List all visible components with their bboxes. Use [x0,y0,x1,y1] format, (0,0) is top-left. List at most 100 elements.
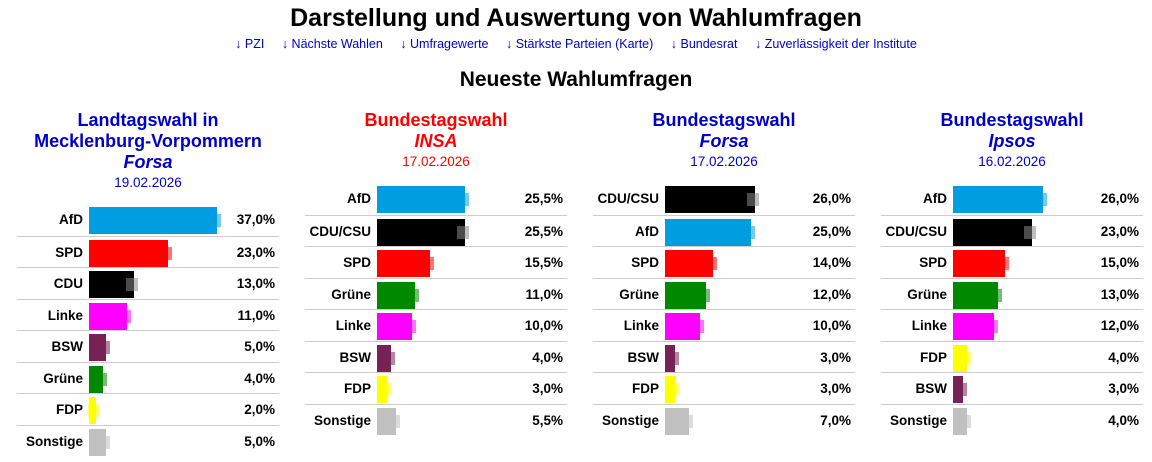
previous-value-marker [98,436,111,449]
previous-value-marker [667,383,680,396]
party-label: Linke [47,308,83,323]
bar-sonstige [89,429,107,456]
previous-value-marker [387,415,400,428]
previous-value-marker [208,214,221,227]
party-label: AfD [923,191,947,206]
previous-value-marker [379,383,392,396]
party-label: FDP [920,350,947,365]
party-label: SPD [343,255,371,270]
party-label: Grüne [619,287,659,302]
party-label: CDU/CSU [309,224,371,239]
previous-value-marker [98,341,111,354]
poll-row: BSW 5,0% [17,330,279,362]
poll-institute: Forsa [123,152,173,172]
bar-cdu-csu [953,219,1033,246]
bar-afd [377,186,465,213]
section-title: Neueste Wahlumfragen [459,68,693,91]
party-label: BSW [51,339,84,354]
party-label: Grüne [907,287,947,302]
value-label: 5,0% [244,434,275,449]
poll-row: AfD 25,0% [593,215,855,247]
value-label: 10,0% [524,318,563,333]
value-label: 5,5% [532,413,563,428]
party-label: Linke [335,318,371,333]
value-label: 23,0% [1100,224,1139,239]
previous-value-marker [160,247,173,260]
poll-row: Sonstige 5,0% [17,425,279,457]
poll-panel: Bundestagswahl Forsa 17.02.2026 CDU/CSU 26,0… [593,110,855,435]
bar-cdu-csu [665,186,755,213]
party-label: SPD [55,245,83,260]
anchor-nav: ↓ PZI ↓ Nächste Wahlen ↓ Umfragewerte ↓ … [0,37,1152,51]
poll-row: Grüne 12,0% [593,278,855,310]
poll-date: 19.02.2026 [114,175,182,190]
value-label: 23,0% [236,245,275,260]
previous-value-marker [1024,226,1037,239]
poll-row: FDP 3,0% [593,372,855,404]
poll-heading: Bundestagswahl [364,110,508,130]
value-label: 11,0% [525,287,563,302]
party-label: CDU/CSU [597,191,659,206]
party-label: BSW [339,350,372,365]
poll-heading: Bundestagswahl [940,110,1084,130]
value-label: 5,0% [244,339,275,354]
value-label: 25,0% [812,224,851,239]
party-label: Sonstige [601,413,659,428]
poll-row: BSW 3,0% [593,341,855,373]
value-label: 13,0% [236,276,275,291]
bar-afd [89,207,217,234]
party-label: BSW [915,381,948,396]
poll-row: Linke 10,0% [305,309,567,341]
previous-value-marker [743,226,756,239]
nav-link-institute-reliability[interactable]: ↓ Zuverlässigkeit der Institute [754,37,917,51]
previous-value-marker [958,415,971,428]
value-label: 3,0% [532,381,563,396]
value-label: 4,0% [1108,413,1139,428]
previous-value-marker [382,352,395,365]
poll-row: SPD 14,0% [593,246,855,278]
party-label: Sonstige [889,413,947,428]
value-label: 3,0% [1108,381,1139,396]
value-label: 15,0% [1100,255,1139,270]
previous-value-marker [996,257,1009,270]
previous-value-marker [125,278,138,291]
nav-link-pzi[interactable]: ↓ PZI [235,37,265,51]
poll-panel: Bundestagswahl INSA 17.02.2026 AfD 25,5% CDU/… [305,110,567,435]
previous-value-marker [422,257,435,270]
poll-row: Grüne 4,0% [17,362,279,394]
poll-row: AfD 37,0% [17,204,279,235]
nav-link-bundesrat[interactable]: ↓ Bundesrat [670,37,738,51]
nav-link-next-elections[interactable]: ↓ Nächste Wahlen [281,37,383,51]
value-label: 4,0% [532,350,563,365]
bar-sonstige [377,408,396,435]
previous-value-marker [94,373,107,386]
bar-spd [89,240,169,267]
poll-row: Linke 12,0% [881,309,1143,341]
value-label: 26,0% [1100,191,1139,206]
value-label: 25,5% [524,191,563,206]
bar-spd [665,250,714,277]
value-label: 25,5% [524,224,563,239]
value-label: 12,0% [1100,318,1139,333]
previous-value-marker [705,257,718,270]
poll-heading: Bundestagswahl [652,110,796,130]
value-label: 3,0% [820,350,851,365]
party-label: SPD [631,255,659,270]
nav-link-poll-values[interactable]: ↓ Umfragewerte [400,37,489,51]
previous-value-marker [746,193,759,206]
poll-date: 16.02.2026 [978,154,1046,169]
bar-cdu-csu [377,219,465,246]
value-label: 4,0% [1108,350,1139,365]
party-label: Linke [911,318,947,333]
poll-date: 17.02.2026 [402,154,470,169]
nav-link-strongest-parties-map[interactable]: ↓ Stärkste Parteien (Karte) [506,37,654,51]
poll-row: BSW 4,0% [305,341,567,373]
value-label: 7,0% [820,413,851,428]
previous-value-marker [406,289,419,302]
poll-panel: Bundestagswahl Ipsos 16.02.2026 AfD 26,0% CDU… [881,110,1143,435]
previous-value-marker [955,383,968,396]
value-label: 26,0% [812,191,851,206]
poll-row: Linke 11,0% [17,299,279,331]
party-label: Grüne [43,371,83,386]
poll-row: SPD 15,0% [881,246,1143,278]
